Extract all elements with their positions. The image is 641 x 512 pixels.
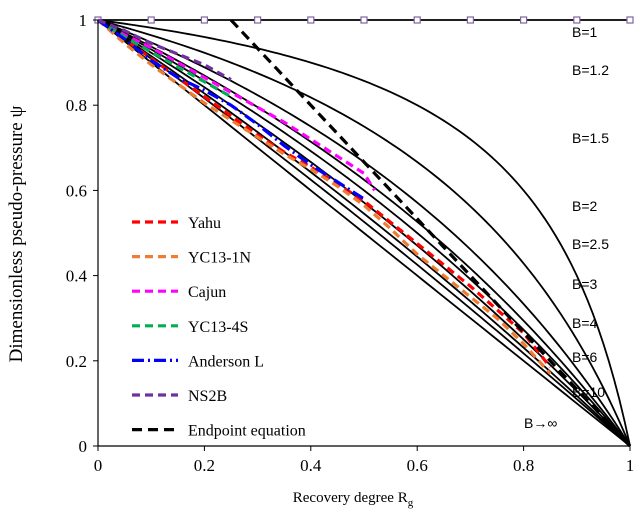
b1-marker (519, 16, 528, 24)
curve-2 (97, 19, 631, 447)
x-axis-title-sub: g (408, 497, 414, 509)
b1-marker (466, 16, 474, 24)
series-line (96, 18, 552, 375)
curve-label: B=6 (572, 349, 598, 365)
legend-label: YC13-1N (188, 250, 252, 267)
curve-label: B=1 (572, 24, 598, 40)
y-tick-label: 0.2 (66, 352, 87, 371)
curve-label: B=10 (572, 384, 605, 400)
curve-label: B=2.5 (572, 236, 609, 252)
curve-label: B=4 (572, 315, 598, 331)
x-axis-title-main: Recovery degree R (293, 490, 408, 506)
y-tick-label: 0.8 (66, 96, 87, 115)
curve-label: B=1.5 (572, 130, 609, 146)
curve-5 (97, 19, 631, 447)
b1-marker (573, 16, 581, 24)
x-tick-label: 0 (94, 456, 103, 475)
series-line (97, 18, 365, 201)
legend: Yahu YC13-1N Cajun YC13-4S Anderson L NS2B End… (132, 215, 306, 440)
legend-label: Yahu (188, 215, 221, 232)
b1-markers (94, 16, 634, 24)
series-line (229, 18, 632, 448)
y-tick-label: 1 (79, 11, 88, 30)
data-series (96, 18, 632, 448)
x-tick-label: 0.2 (194, 456, 215, 475)
b1-marker (307, 16, 315, 24)
legend-label: Cajun (188, 284, 226, 301)
legend-label: YC13-4S (188, 319, 248, 336)
curve-label: B=1.2 (572, 62, 609, 78)
curve-4 (97, 19, 631, 447)
series-line (97, 18, 232, 82)
b1-marker (413, 16, 421, 24)
curve-label: B→∞ (524, 415, 557, 431)
legend-label: Endpoint equation (188, 423, 306, 440)
y-tick-label: 0.4 (66, 267, 88, 286)
legend-label: Anderson L (188, 353, 264, 370)
b1-marker (254, 16, 262, 24)
curve-1 (97, 19, 631, 447)
x-tick-label: 1 (626, 456, 635, 475)
curve-9 (97, 19, 631, 447)
b1-marker (626, 16, 634, 24)
legend-label: NS2B (188, 388, 227, 405)
axes: 0 0.2 0.4 0.6 0.8 1 0 0.2 0.4 0.6 0.8 1 (66, 11, 635, 475)
series-line (97, 18, 376, 192)
b1-marker (360, 16, 368, 24)
x-tick-label: 0.4 (300, 456, 322, 475)
curve-6 (97, 19, 631, 447)
b1-marker (200, 16, 208, 24)
x-tick-label: 0.6 (407, 456, 428, 475)
curve-labels: B=1 B=1.2 B=1.5 B=2 B=2.5 B=3 B=4 B=6 B=10 B→∞ (524, 24, 609, 431)
y-tick-label: 0.6 (66, 181, 87, 200)
curve-label: B=2 (572, 198, 598, 214)
x-tick-label: 0.8 (513, 456, 534, 475)
series-line (97, 18, 552, 369)
y-tick-label: 0 (79, 437, 88, 456)
y-axis-title: Dimensionless pseudo-pressure ψ (6, 106, 27, 363)
curve-label: B=3 (572, 276, 598, 292)
b1-marker (147, 16, 155, 24)
model-curves (97, 19, 631, 447)
x-axis-title: Recovery degree Rg (293, 490, 414, 509)
